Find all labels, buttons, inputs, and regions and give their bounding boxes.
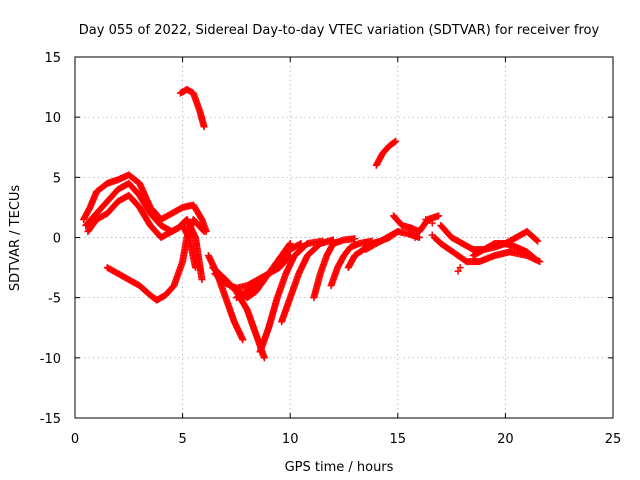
x-tick-label: 10 bbox=[282, 432, 299, 447]
data-point-marker bbox=[296, 240, 304, 248]
y-tick-label: -10 bbox=[40, 352, 61, 367]
data-point-marker bbox=[422, 215, 430, 223]
data-points bbox=[80, 85, 544, 362]
data-point-marker bbox=[200, 227, 208, 235]
data-point-marker bbox=[428, 219, 436, 227]
data-point-marker bbox=[392, 137, 400, 145]
grid-lines bbox=[75, 57, 613, 418]
y-axis-ticks: 15 10 5 0 -5 -10 -15 bbox=[40, 51, 613, 427]
y-tick-label: -5 bbox=[48, 292, 61, 307]
data-point-marker bbox=[351, 235, 359, 243]
data-point-marker bbox=[286, 240, 294, 248]
data-point-marker bbox=[533, 236, 541, 244]
y-axis-label: SDTVAR / TECUs bbox=[8, 185, 23, 292]
chart-title: Day 055 of 2022, Sidereal Day-to-day VTE… bbox=[79, 23, 600, 38]
data-point-marker bbox=[260, 354, 268, 362]
x-tick-label: 25 bbox=[605, 432, 622, 447]
data-point-marker bbox=[428, 231, 436, 239]
data-point-marker bbox=[192, 264, 200, 272]
data-point-marker bbox=[285, 241, 293, 249]
x-tick-label: 0 bbox=[71, 432, 79, 447]
y-tick-label: 5 bbox=[53, 171, 61, 186]
data-point-marker bbox=[530, 254, 538, 262]
data-point-marker bbox=[536, 258, 544, 266]
data-point-marker bbox=[534, 237, 542, 245]
data-point-marker bbox=[239, 336, 247, 344]
data-point-marker bbox=[198, 276, 206, 284]
y-tick-label: 10 bbox=[44, 111, 61, 126]
data-point-marker bbox=[454, 267, 462, 275]
data-point-marker bbox=[391, 138, 399, 146]
x-axis-ticks: 0 5 10 15 20 25 bbox=[71, 57, 621, 447]
x-axis-label: GPS time / hours bbox=[285, 460, 394, 475]
y-tick-label: 15 bbox=[44, 51, 61, 66]
x-tick-label: 15 bbox=[390, 432, 407, 447]
y-tick-label: -15 bbox=[40, 412, 61, 427]
x-tick-label: 5 bbox=[178, 432, 186, 447]
data-point-marker bbox=[456, 264, 464, 272]
data-point-marker bbox=[435, 212, 443, 220]
plot-border bbox=[74, 56, 614, 419]
data-point-marker bbox=[411, 234, 419, 241]
data-point-marker bbox=[532, 255, 540, 263]
x-tick-label: 20 bbox=[497, 432, 514, 447]
data-point-marker bbox=[199, 226, 207, 234]
data-point-marker bbox=[200, 123, 208, 131]
y-tick-label: 0 bbox=[53, 232, 61, 247]
